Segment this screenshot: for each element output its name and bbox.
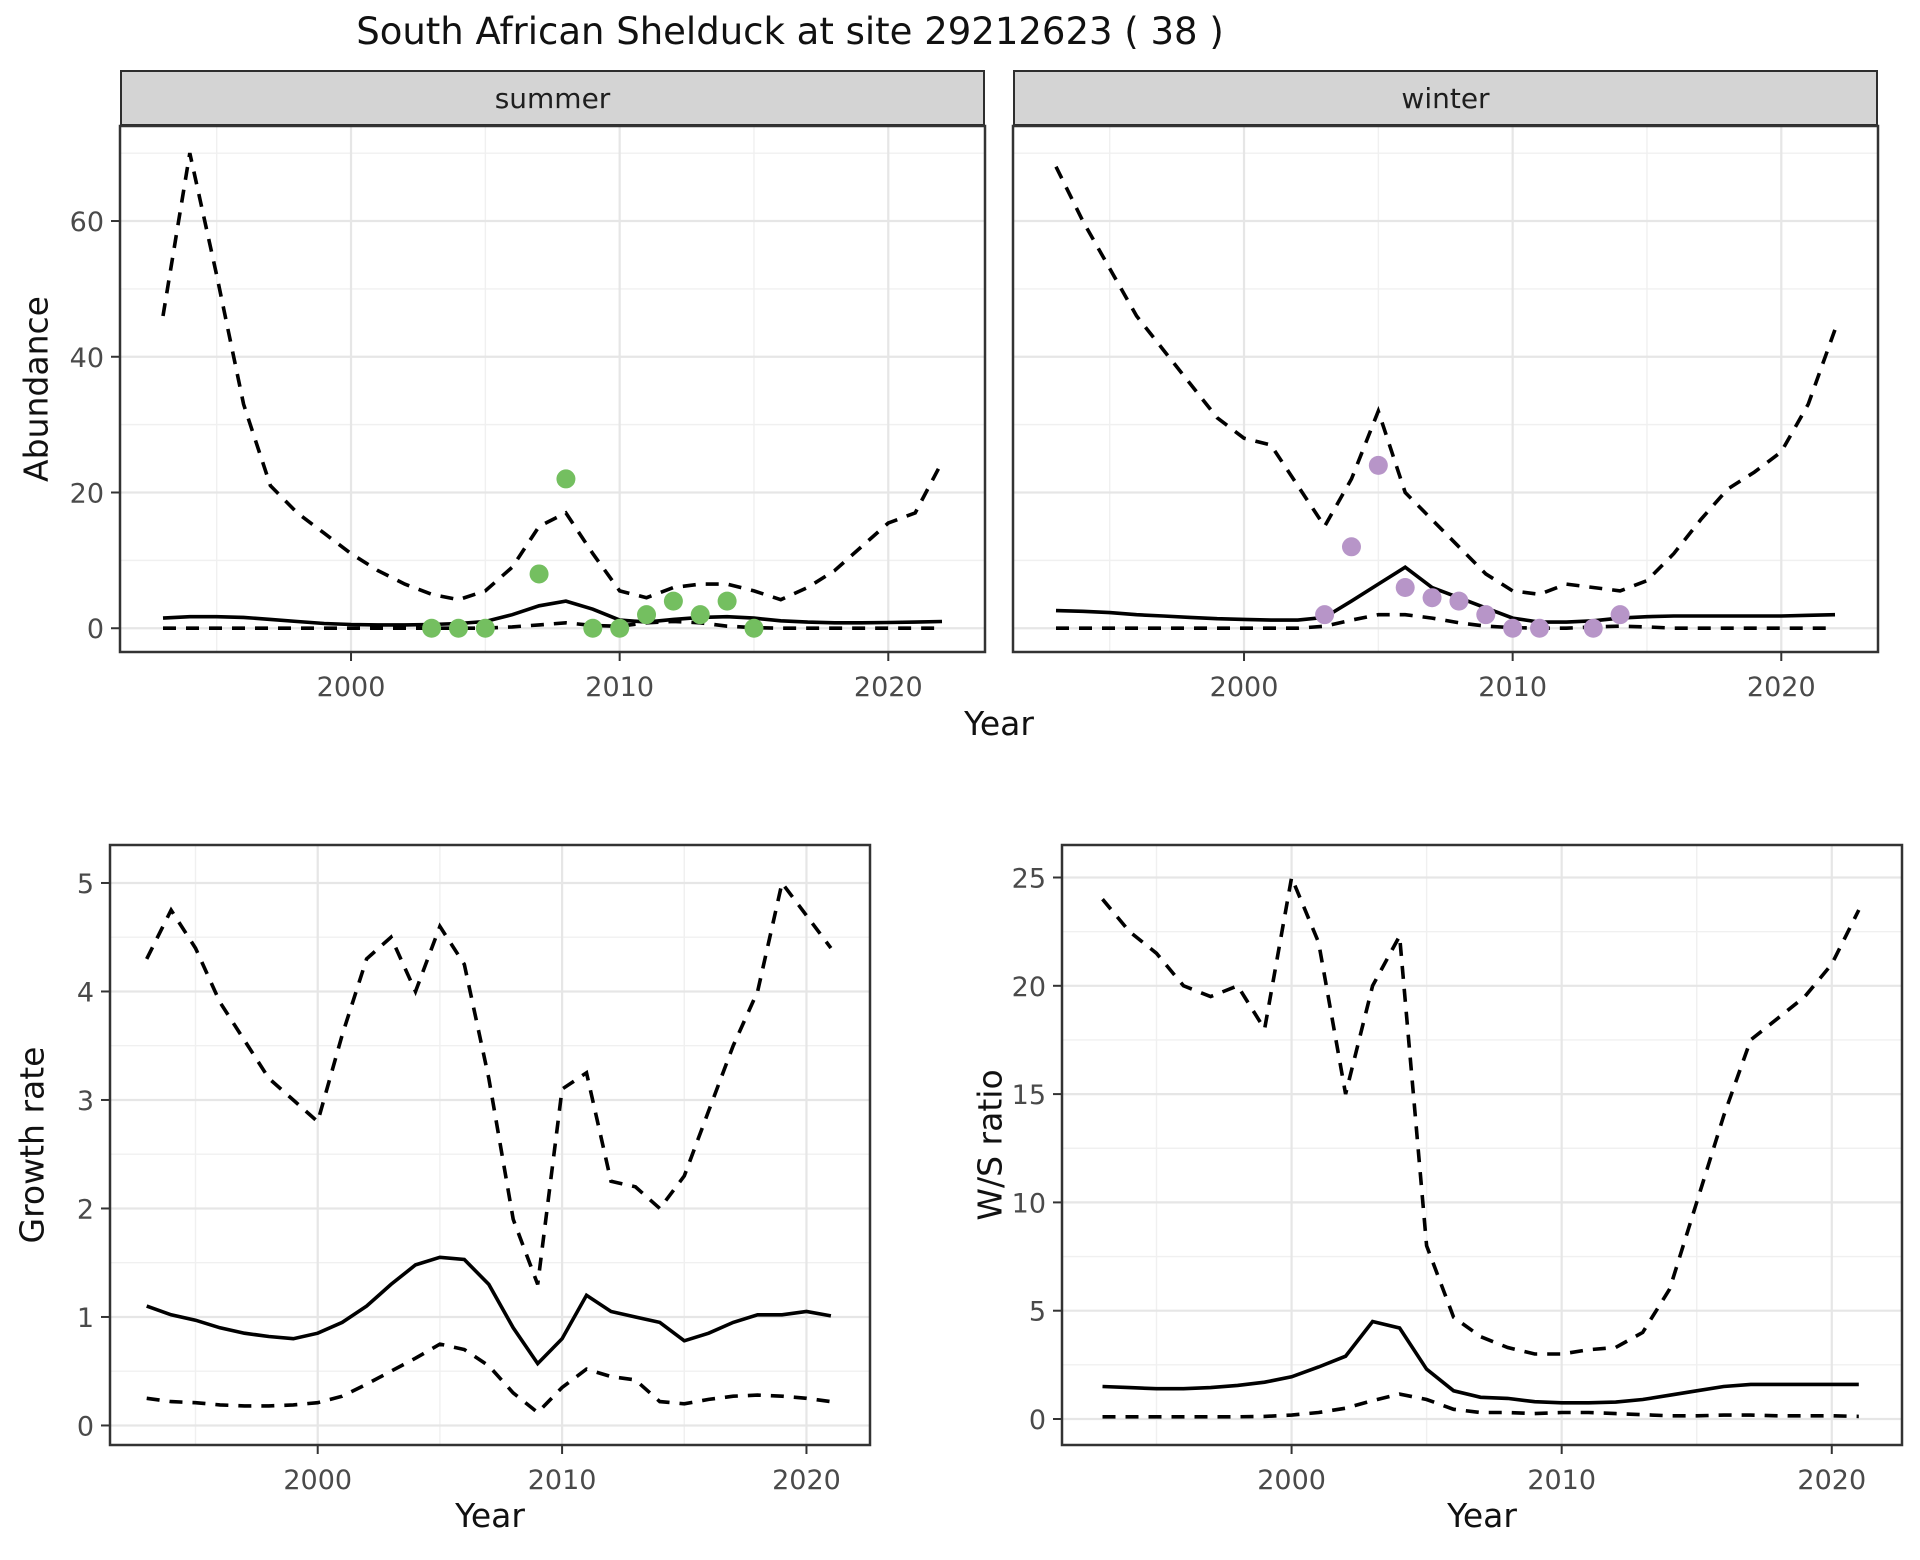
winter-observed-point: [1449, 591, 1469, 611]
panel-background: [1013, 126, 1878, 652]
summer-observed-point: [556, 469, 576, 489]
panel-background: [110, 845, 870, 1445]
facet-strip-summer: summer: [120, 70, 985, 126]
x-tick-label: 2010: [1478, 672, 1547, 703]
abundance-summer-upper-ci-line: [161, 152, 944, 602]
x-tick-label: 2020: [1797, 1465, 1866, 1496]
summer-observed-point: [422, 618, 442, 638]
facet-strip-winter: winter: [1013, 70, 1878, 126]
panel-border: [118, 124, 987, 654]
ws-ratio-chart: 2000 2010 2020 0 5 10 15 20 25: [1012, 843, 1904, 1496]
winter-observed-point: [1503, 618, 1523, 638]
y-tick-label: 60: [70, 207, 104, 238]
growth-rate-chart: 2000 2010 2020 0 1 2 3 4 5: [77, 843, 872, 1496]
summer-observed-point: [690, 605, 710, 625]
x-tick-label: 2000: [317, 672, 386, 703]
x-tick-label: 2020: [854, 672, 923, 703]
y-tick-label: 20: [1012, 972, 1046, 1003]
panel-background: [120, 126, 985, 652]
x-tick-label: 2000: [283, 1465, 352, 1496]
y-tick-label: 25: [1012, 863, 1046, 894]
year-axis-title-top: Year: [964, 704, 1034, 743]
panel-border: [108, 843, 872, 1447]
facet-strip-winter-label: winter: [1401, 81, 1490, 115]
panel-background: [1062, 845, 1902, 1445]
summer-observed-point: [637, 605, 657, 625]
panel-border: [1060, 843, 1904, 1447]
y-tick-label: 3: [77, 1086, 94, 1117]
figure-title: South African Shelduck at site 29212623 …: [356, 10, 1224, 53]
y-tick-label: 0: [87, 614, 104, 645]
winter-observed-point: [1395, 578, 1415, 598]
y-tick-label: 2: [77, 1194, 94, 1225]
y-tick-label: 0: [77, 1411, 94, 1442]
summer-observed-point: [663, 591, 683, 611]
winter-observed-point: [1341, 537, 1361, 557]
abundance-summer-median-line: [162, 599, 943, 627]
x-tick-label: 2000: [1210, 672, 1279, 703]
summer-observed-point: [610, 618, 630, 638]
ws-ratio-lower-ci-line: [1102, 1392, 1859, 1419]
x-tick-label: 2000: [1257, 1465, 1326, 1496]
winter-observed-point: [1530, 618, 1550, 638]
y-tick-label: 5: [1029, 1297, 1046, 1328]
year-axis-title-ws: Year: [1447, 1496, 1517, 1535]
winter-abundance-chart: 2000 2010 2020: [1011, 124, 1880, 703]
x-tick-label: 2020: [772, 1465, 841, 1496]
y-tick-label: 40: [70, 343, 104, 374]
panel-border: [1011, 124, 1880, 654]
y-tick-label: 10: [1012, 1188, 1046, 1219]
summer-observed-point: [475, 618, 495, 638]
growth-rate-upper-ci-line: [145, 878, 833, 1286]
x-tick-label: 2010: [1527, 1465, 1596, 1496]
y-tick-label: 4: [77, 977, 94, 1008]
summer-observed-point: [744, 618, 764, 638]
y-tick-label: 1: [77, 1303, 94, 1334]
year-axis-title-growth: Year: [455, 1496, 525, 1535]
summer-observed-point: [717, 591, 737, 611]
winter-observed-point: [1583, 618, 1603, 638]
ws-ratio-upper-ci-line: [1101, 871, 1861, 1356]
abundance-summer-lower-ci-line: [163, 619, 942, 630]
ws-ratio-median-line: [1102, 1319, 1859, 1405]
winter-observed-point: [1422, 588, 1442, 608]
abundance-winter-lower-ci-line: [1056, 612, 1835, 630]
y-tick-label: 15: [1012, 1080, 1046, 1111]
abundance-winter-upper-ci-line: [1054, 165, 1837, 597]
facet-strip-summer-label: summer: [494, 81, 611, 115]
winter-observed-point: [1476, 605, 1496, 625]
abundance-winter-median-line: [1055, 565, 1836, 624]
summer-observed-point: [448, 618, 468, 638]
winter-observed-point: [1315, 605, 1335, 625]
y-tick-label: 5: [77, 869, 94, 900]
growth-rate-median-line: [146, 1255, 832, 1367]
y-tick-label: 0: [1029, 1405, 1046, 1436]
summer-abundance-chart: 2000 2010 2020 0 20 40 60: [70, 124, 987, 703]
summer-observed-point: [583, 618, 603, 638]
winter-observed-point: [1368, 455, 1388, 475]
winter-observed-point: [1610, 605, 1630, 625]
summer-observed-point: [529, 564, 549, 584]
x-tick-label: 2010: [528, 1465, 597, 1496]
x-tick-label: 2020: [1747, 672, 1816, 703]
x-tick-label: 2010: [585, 672, 654, 703]
y-tick-label: 20: [70, 479, 104, 510]
